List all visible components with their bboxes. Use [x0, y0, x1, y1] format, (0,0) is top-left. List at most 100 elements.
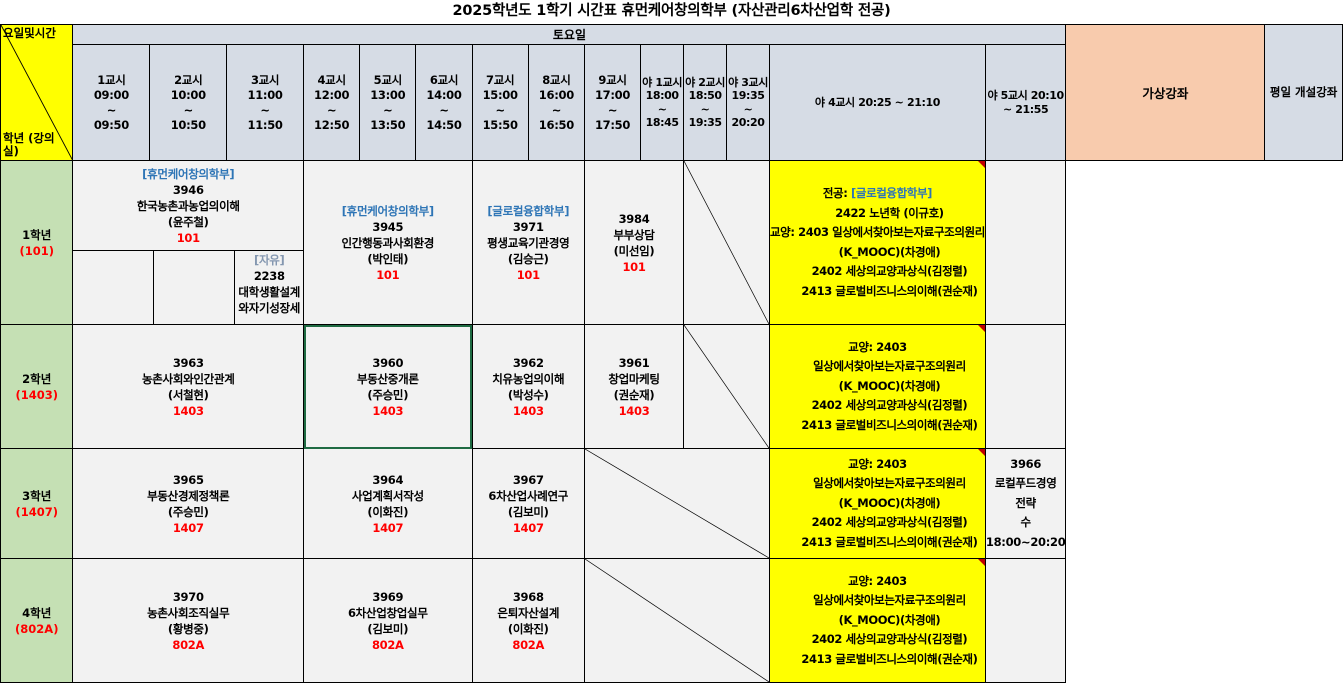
- period-header-2: 2교시 10:00 ~ 10:50: [149, 44, 228, 161]
- course-dept: [자유]: [254, 253, 285, 267]
- virtual-course-cell[interactable]: 교양: 2403 일상에서찾아보는자료구조의원리 (K_MOOC)(차경애) 2…: [769, 448, 986, 559]
- empty-cell[interactable]: [154, 251, 236, 324]
- weekday-courses-header: 평일 개설강좌: [1264, 24, 1343, 161]
- course-room: 101: [622, 259, 646, 274]
- course-code: 3970: [172, 589, 204, 604]
- night-prefix: 야: [987, 89, 998, 102]
- comment-flag-icon: [977, 161, 985, 168]
- grade-name: 2학년: [22, 371, 52, 386]
- period-header-4: 4교시 12:00 ~ 12:50: [303, 44, 361, 161]
- course-cell[interactable]: 3962 치유농업의이해 (박성수) 1403: [471, 324, 585, 449]
- grade-room: (101): [19, 243, 54, 258]
- course-code: 3964: [372, 472, 404, 487]
- comment-flag-icon: [977, 449, 985, 456]
- blocked-cell[interactable]: [583, 558, 771, 683]
- period-header-3: 3교시 11:00 ~ 11:50: [226, 44, 305, 161]
- weekday-name: 로컬푸드경영: [994, 476, 1057, 491]
- night-tilde: ~: [657, 102, 667, 116]
- night-end: 21:10: [906, 95, 940, 109]
- strikethrough-diagonal-icon: [585, 559, 769, 682]
- course-name: 인간행동과사회환경: [341, 235, 435, 250]
- course-name: 6차산업사례연구: [488, 488, 569, 503]
- period-name: 7교시: [486, 72, 515, 87]
- course-room: 101: [176, 230, 200, 245]
- course-cell[interactable]: 3970 농촌사회조직실무 (황병중) 802A: [72, 558, 305, 683]
- period-tilde: ~: [383, 102, 393, 117]
- night-period-header-3: 야 3교시 19:35 ~ 20:20: [726, 44, 770, 161]
- period-end: 12:50: [314, 117, 350, 132]
- course-cell[interactable]: [글로컬융합학부] 3971 평생교육기관경영 (김승근) 101: [471, 160, 585, 325]
- period-tilde: ~: [607, 102, 618, 117]
- course-cell[interactable]: [자유] 2238 대학생활설계 와자기성장세: [235, 251, 303, 324]
- virtual-line: 전공: [글로컬융합학부]: [770, 184, 984, 204]
- virtual-line: 2413 글로벌비즈니스의이해(권순재): [801, 417, 978, 432]
- night-end: 19:35: [688, 116, 722, 129]
- period-tilde: ~: [439, 102, 449, 117]
- virtual-line: (K_MOOC)(차경애): [838, 612, 941, 627]
- course-cell[interactable]: 3968 은퇴자산설계 (이화진) 802A: [471, 558, 585, 683]
- period-tilde: ~: [326, 102, 337, 117]
- comment-flag-icon: [977, 325, 985, 332]
- weekday-time: 18:00~20:20: [985, 534, 1066, 549]
- course-room: 1407: [172, 520, 204, 535]
- virtual-course-cell[interactable]: 전공: [글로컬융합학부] 2422 노년학 (이규호) 교양: 2403 일상…: [769, 160, 986, 325]
- course-professor: (윤주철): [167, 214, 209, 229]
- virtual-line: 2422 노년학 (이규호): [835, 205, 944, 220]
- timetable: 요일및시간 학년 (강의실) 토요일 가상강좌 평일 개설강좌 1교시 09:0…: [0, 24, 1343, 683]
- period-start: 10:00: [170, 87, 206, 102]
- course-room: 802A: [512, 637, 545, 652]
- period-end: 13:50: [370, 117, 406, 132]
- blocked-cell[interactable]: [683, 324, 770, 449]
- course-professor: (박성수): [507, 387, 549, 402]
- course-cell[interactable]: 3963 농촌사회와인간관계 (서철현) 1403: [72, 324, 305, 449]
- night-start: 19:35: [731, 89, 765, 102]
- course-room: 1403: [618, 403, 650, 418]
- period-name: 5교시: [373, 72, 403, 87]
- night-prefix: 야: [685, 75, 695, 89]
- weekday-course-cell[interactable]: [984, 558, 1067, 683]
- course-name: 한국농촌과농업의이해: [136, 198, 240, 213]
- night-prefix: 야: [728, 75, 738, 89]
- blocked-cell[interactable]: [683, 160, 770, 325]
- virtual-courses-header: 가상강좌: [1065, 24, 1266, 161]
- course-cell-selected[interactable]: 3960 부동산중개론 (주승민) 1403: [303, 324, 473, 449]
- virtual-line: (K_MOOC)(차경애): [838, 378, 941, 393]
- virtual-line: 일상에서찾아보는자료구조의원리: [813, 593, 966, 608]
- night-start: 18:00: [645, 89, 679, 102]
- course-room: 802A: [371, 637, 404, 652]
- blocked-cell[interactable]: [583, 448, 771, 559]
- period-start: 09:00: [93, 87, 129, 102]
- course-cell[interactable]: 3965 부동산경제정책론 (주승민) 1407: [72, 448, 305, 559]
- course-name: 농촌사회조직실무: [147, 605, 230, 620]
- weekday-course-cell[interactable]: 3966 로컬푸드경영 전략 수 18:00~20:20: [984, 448, 1067, 559]
- course-professor: (황병중): [167, 621, 209, 636]
- empty-cell[interactable]: [73, 251, 155, 324]
- virtual-course-cell[interactable]: 교양: 2403 일상에서찾아보는자료구조의원리 (K_MOOC)(차경애) 2…: [769, 324, 986, 449]
- virtual-line: 교양: 2403: [848, 339, 907, 354]
- course-cell[interactable]: 3984 부부상담 (미선임) 101: [583, 160, 685, 325]
- row1-slot-1to3[interactable]: [휴먼케어창의학부] 3946 한국농촌과농업의이해 (윤주철) 101 [자유…: [72, 160, 305, 325]
- period-start: 12:00: [314, 87, 350, 102]
- course-name: 6차산업창업실무: [347, 605, 428, 620]
- course-code: 3969: [372, 589, 404, 604]
- course-cell[interactable]: 3967 6차산업사례연구 (김보미) 1407: [471, 448, 585, 559]
- course-cell[interactable]: [휴먼케어창의학부] 3945 인간행동과사회환경 (박인태) 101: [303, 160, 473, 325]
- course-cell[interactable]: 3964 사업계획서작성 (이화진) 1407: [303, 448, 473, 559]
- course-code: 3961: [618, 355, 650, 370]
- strikethrough-diagonal-icon: [684, 161, 769, 324]
- course-room: 101: [376, 267, 400, 282]
- grade-label-1: 1학년 (101): [0, 160, 74, 325]
- course-cell[interactable]: [휴먼케어창의학부] 3946 한국농촌과농업의이해 (윤주철) 101: [73, 161, 303, 251]
- weekday-course-cell[interactable]: [984, 160, 1067, 325]
- night-tilde: ~: [700, 102, 710, 116]
- virtual-dept: [글로컬융합학부]: [851, 186, 933, 200]
- course-cell[interactable]: 3961 창업마케팅 (권순재) 1403: [583, 324, 685, 449]
- table-row: 4학년 (802A) 3970 농촌사회조직실무 (황병중) 802A 3969…: [0, 558, 1343, 683]
- virtual-course-cell[interactable]: 교양: 2403 일상에서찾아보는자료구조의원리 (K_MOOC)(차경애) 2…: [769, 558, 986, 683]
- grade-name: 3학년: [22, 488, 52, 503]
- course-room: 802A: [172, 637, 205, 652]
- night-period-header-5: 야 5교시 20:10 ~ 21:55: [984, 44, 1067, 161]
- period-end: 16:50: [538, 117, 574, 132]
- weekday-course-cell[interactable]: [984, 324, 1067, 449]
- course-cell[interactable]: 3969 6차산업창업실무 (김보미) 802A: [303, 558, 473, 683]
